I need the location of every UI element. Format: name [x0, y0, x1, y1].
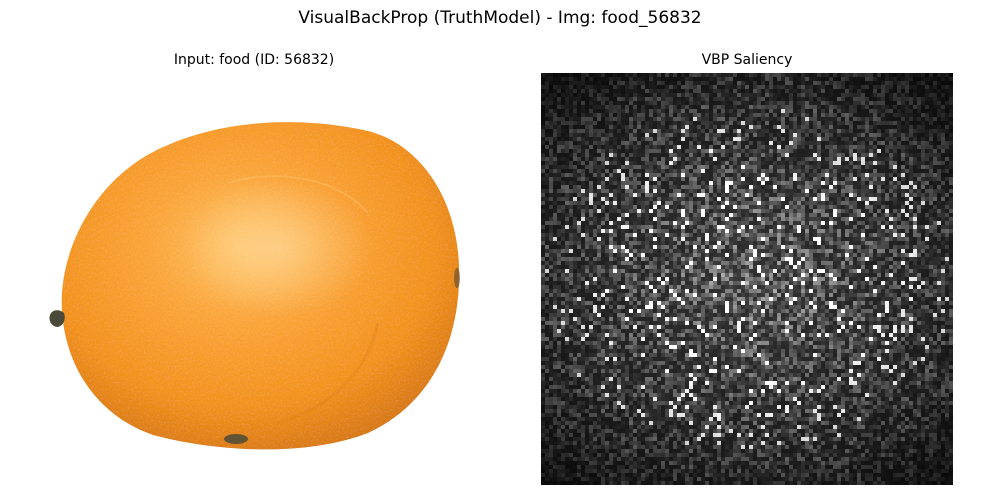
input-image-panel [48, 73, 460, 485]
saliency-map-panel [541, 73, 953, 485]
figure-title: VisualBackProp (TruthModel) - Img: food_… [298, 8, 702, 28]
input-image-title: Input: food (ID: 56832) [173, 52, 335, 68]
saliency-heatmap [541, 73, 953, 485]
orange-highlight [183, 178, 373, 318]
stem-icon [49, 310, 65, 327]
saliency-map-title: VBP Saliency [701, 52, 793, 68]
orange-image [49, 122, 460, 450]
navel-icon [224, 434, 248, 444]
